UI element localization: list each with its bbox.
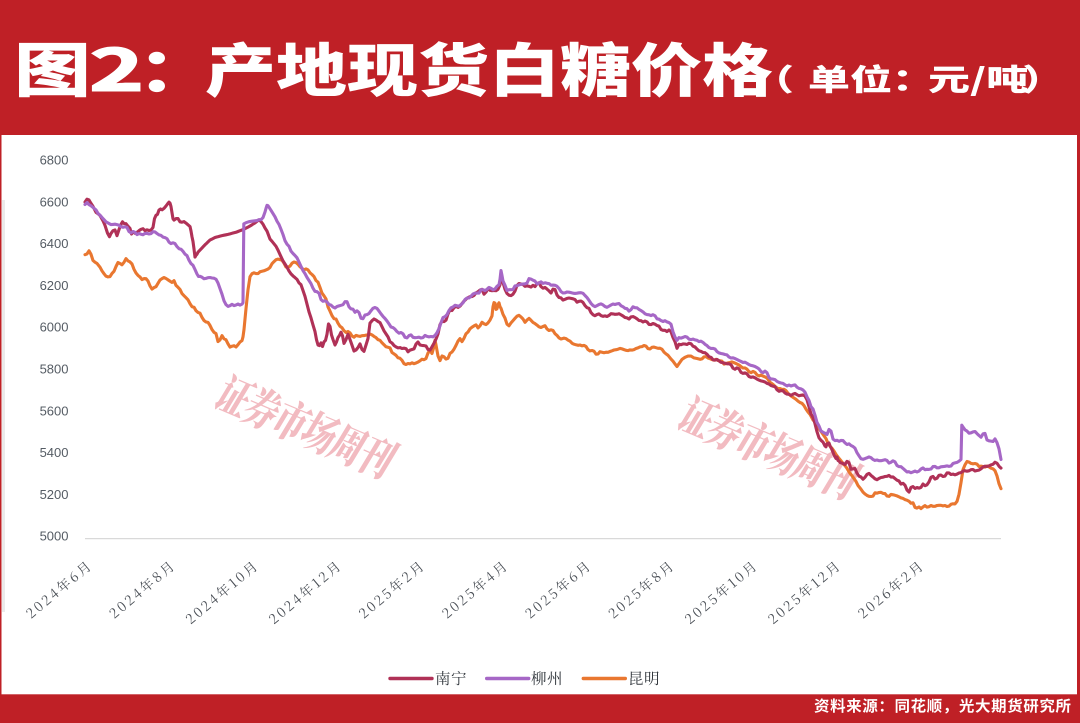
svg-text:5600: 5600 xyxy=(40,403,69,418)
svg-text:6000: 6000 xyxy=(40,320,69,335)
svg-text:6400: 6400 xyxy=(40,236,69,251)
svg-text:5800: 5800 xyxy=(40,362,69,377)
svg-text:5200: 5200 xyxy=(40,487,69,502)
svg-text:5400: 5400 xyxy=(40,445,69,460)
svg-text:6800: 6800 xyxy=(40,153,69,168)
svg-text:6600: 6600 xyxy=(40,194,69,209)
svg-text:5000: 5000 xyxy=(40,529,69,544)
svg-text:6200: 6200 xyxy=(40,278,69,293)
